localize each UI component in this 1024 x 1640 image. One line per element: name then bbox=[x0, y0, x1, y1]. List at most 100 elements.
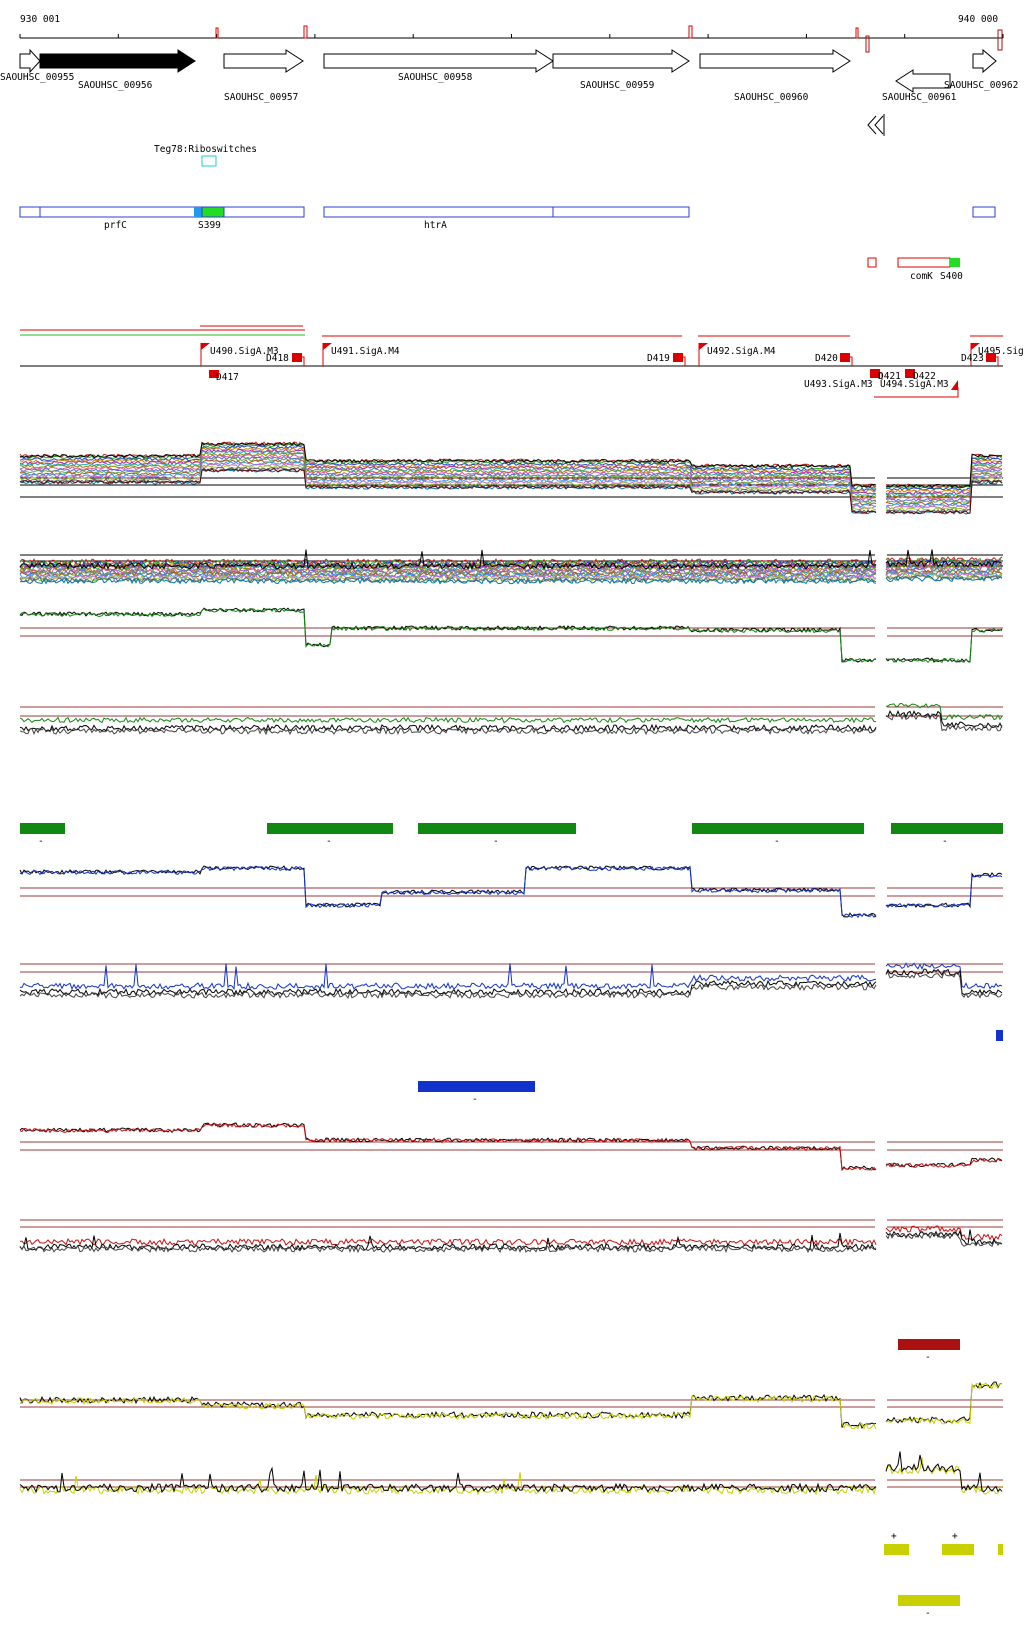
svg-text:D418: D418 bbox=[266, 353, 289, 364]
signal-line bbox=[886, 1157, 1003, 1168]
signal-line bbox=[885, 872, 1003, 909]
svg-text:-: - bbox=[925, 1352, 931, 1363]
svg-text:-: - bbox=[472, 1094, 478, 1105]
segment-bar[interactable] bbox=[898, 1339, 960, 1350]
yellow-segment-bars: + + - bbox=[884, 1531, 1003, 1619]
tss-marker-U494[interactable]: U494.SigA.M3 bbox=[874, 379, 959, 398]
terminator-D417[interactable]: D417 bbox=[209, 370, 239, 383]
signal-line bbox=[19, 1122, 877, 1172]
signal-line bbox=[885, 970, 1003, 999]
terminator-D420[interactable]: D420 bbox=[815, 353, 853, 366]
svg-text:D417: D417 bbox=[216, 372, 239, 383]
signal-line bbox=[886, 454, 1003, 489]
segment-bar[interactable] bbox=[942, 1544, 974, 1555]
green-track-1 bbox=[19, 607, 1003, 664]
svg-text:D423: D423 bbox=[961, 353, 984, 364]
svg-text:U493.SigA.M3: U493.SigA.M3 bbox=[804, 379, 873, 390]
segment-bar[interactable] bbox=[418, 1081, 535, 1092]
signal-line bbox=[19, 454, 877, 501]
signal-line bbox=[885, 475, 1003, 510]
ruler-end-label: 940 000 bbox=[958, 14, 998, 25]
expression-track-mixed-2 bbox=[19, 549, 1003, 585]
signal-line bbox=[885, 464, 1003, 499]
gene-SAOUHSC_00958[interactable]: SAOUHSC_00958 bbox=[323, 49, 554, 83]
svg-text:D420: D420 bbox=[815, 353, 838, 364]
tss-marker-U491[interactable]: U491.SigA.M4 bbox=[322, 343, 400, 366]
gene-SAOUHSC_00957[interactable]: SAOUHSC_00957 bbox=[223, 49, 304, 103]
gene-SAOUHSC_00962[interactable]: SAOUHSC_00962 bbox=[944, 48, 1018, 91]
signal-line bbox=[19, 445, 877, 492]
segment-bar[interactable] bbox=[884, 1544, 909, 1555]
signal-line bbox=[19, 568, 877, 576]
sRNA-S400-box[interactable] bbox=[950, 258, 960, 267]
signal-line bbox=[19, 576, 877, 584]
segment-bar[interactable] bbox=[898, 1595, 960, 1606]
terminator-D419[interactable]: D419 bbox=[647, 353, 686, 366]
tss-marker-U495[interactable]: U495.Sig bbox=[970, 343, 1024, 366]
segment-bar[interactable] bbox=[20, 823, 65, 834]
signal-line bbox=[885, 468, 1003, 503]
svg-text:U492.SigA.M4: U492.SigA.M4 bbox=[707, 346, 776, 357]
signal-line bbox=[885, 457, 1003, 492]
gene-SAOUHSC_00960[interactable]: SAOUHSC_00960 bbox=[699, 49, 851, 103]
transcription-unit-track: U490.SigA.M3 U491.SigA.M4 U492.SigA.M4 U… bbox=[20, 325, 1024, 398]
terminator-D422[interactable]: D422 bbox=[905, 369, 936, 382]
segment-bar[interactable] bbox=[891, 823, 1003, 834]
signal-line bbox=[885, 1231, 1003, 1248]
segment-bar[interactable] bbox=[418, 823, 576, 834]
gene-label: SAOUHSC_00958 bbox=[398, 72, 473, 83]
signal-line bbox=[885, 572, 1003, 579]
tss-marker-U493[interactable]: U493.SigA.M3 bbox=[804, 379, 873, 390]
signal-line bbox=[885, 549, 1003, 569]
signal-line bbox=[19, 467, 877, 515]
coordinate-ruler: 930 001 940 000 bbox=[19, 14, 1004, 53]
svg-text:D419: D419 bbox=[647, 353, 670, 364]
gene-SAOUHSC_00961[interactable]: SAOUHSC_00961 bbox=[882, 69, 957, 103]
gene-label: SAOUHSC_00956 bbox=[78, 80, 153, 91]
signal-line bbox=[885, 712, 1003, 732]
ruler-start-label: 930 001 bbox=[20, 14, 60, 25]
riboswitch-label: Teg78:Riboswitches bbox=[154, 144, 257, 155]
terminator-D418[interactable]: D418 bbox=[266, 353, 305, 366]
yellow-track-2 bbox=[19, 1451, 1003, 1496]
terminator-D423[interactable]: D423 bbox=[961, 353, 999, 366]
signal-line bbox=[885, 1382, 1003, 1425]
signal-line bbox=[885, 462, 1003, 497]
signal-line bbox=[19, 1394, 877, 1429]
blue-track-2 bbox=[19, 962, 1003, 1000]
signal-line bbox=[19, 461, 877, 508]
gene-label: SAOUHSC_00957 bbox=[224, 92, 298, 103]
svg-text:-: - bbox=[493, 836, 499, 847]
gene-label: SAOUHSC_00962 bbox=[944, 80, 1018, 91]
riboswitch-box[interactable] bbox=[201, 155, 217, 167]
tss-marker-U492[interactable]: U492.SigA.M4 bbox=[698, 343, 776, 366]
segment-bar[interactable] bbox=[267, 823, 393, 834]
gene-SAOUHSC_00956[interactable]: SAOUHSC_00956 bbox=[39, 49, 196, 91]
green-track-2 bbox=[19, 703, 1003, 736]
segment-bar[interactable] bbox=[996, 1030, 1003, 1041]
operon-htrA-box[interactable] bbox=[323, 206, 690, 218]
signal-line bbox=[19, 1466, 877, 1494]
operon-comK-box[interactable] bbox=[897, 257, 951, 268]
gene-track: SAOUHSC_00955 SAOUHSC_00956 SAOUHSC_0095… bbox=[0, 48, 1018, 136]
signal-line bbox=[19, 726, 877, 736]
gene-SAOUHSC_00955[interactable]: SAOUHSC_00955 bbox=[0, 48, 74, 83]
expression-tracks bbox=[19, 441, 1003, 1496]
signal-line bbox=[19, 571, 877, 579]
tss-marker-U490[interactable]: U490.SigA.M3 bbox=[200, 343, 279, 366]
signal-line bbox=[885, 476, 1003, 512]
signal-line bbox=[19, 452, 877, 499]
segment-bar[interactable] bbox=[998, 1544, 1003, 1555]
sRNA-S399-box[interactable] bbox=[201, 206, 225, 218]
signal-line bbox=[19, 865, 877, 919]
svg-text:-: - bbox=[326, 836, 332, 847]
signal-line bbox=[19, 441, 877, 488]
signal-line bbox=[19, 442, 877, 490]
yellow-track-1 bbox=[19, 1381, 1003, 1431]
signal-line bbox=[885, 460, 1003, 495]
segment-bar[interactable] bbox=[692, 823, 864, 834]
gene-SAOUHSC_00959[interactable]: SAOUHSC_00959 bbox=[552, 49, 690, 91]
terminator-D421[interactable]: D421 bbox=[870, 369, 901, 382]
signal-line bbox=[885, 627, 1003, 664]
signal-line bbox=[885, 473, 1003, 508]
